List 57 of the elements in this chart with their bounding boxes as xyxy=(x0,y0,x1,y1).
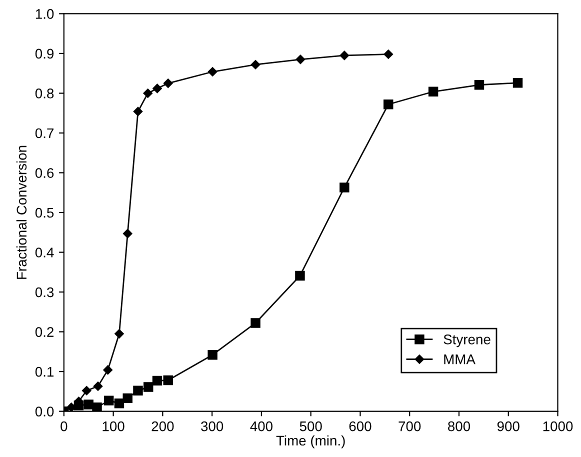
y-tick-label: 0.6 xyxy=(35,168,54,178)
y-tick-label: 1.0 xyxy=(36,9,54,19)
point xyxy=(114,398,124,408)
legend-label: Styrene xyxy=(444,334,490,348)
x-tick-label: 600 xyxy=(349,421,372,432)
x-tick-label: 500 xyxy=(300,421,322,432)
point xyxy=(250,60,260,70)
point xyxy=(103,365,112,375)
point xyxy=(152,84,162,94)
point xyxy=(250,318,260,328)
point xyxy=(114,329,124,338)
point xyxy=(133,106,143,116)
x-axis-title: Time (min.) xyxy=(276,435,345,448)
point xyxy=(82,386,92,396)
point xyxy=(428,86,438,96)
y-tick-label: 0.2 xyxy=(35,327,54,337)
point xyxy=(384,50,393,59)
point xyxy=(340,182,350,192)
x-tick-label: 200 xyxy=(152,421,174,432)
point xyxy=(92,402,102,412)
y-tick-label: 0.3 xyxy=(35,287,54,298)
point xyxy=(208,350,218,360)
point xyxy=(122,228,132,238)
point xyxy=(84,400,94,410)
point xyxy=(474,80,484,90)
point xyxy=(384,100,394,110)
x-tick-label: 400 xyxy=(250,421,272,432)
point xyxy=(133,386,143,396)
y-tick-label: 0.1 xyxy=(35,366,54,377)
x-tick-label: 800 xyxy=(448,421,470,432)
x-tick-label: 0 xyxy=(60,421,68,432)
y-tick-label: 0.0 xyxy=(35,406,54,416)
y-tick-label: 0.4 xyxy=(35,248,54,258)
point xyxy=(163,375,173,386)
x-tick-label: 900 xyxy=(497,421,520,432)
y-tick-label: 0.8 xyxy=(35,88,54,98)
point xyxy=(104,396,114,406)
y-axis-title: Fractional Conversion xyxy=(16,146,27,279)
y-tick-label: 0.5 xyxy=(35,208,54,218)
point xyxy=(122,393,132,404)
x-tick-label: 300 xyxy=(201,421,224,432)
point xyxy=(296,54,306,64)
point xyxy=(93,382,103,391)
point xyxy=(512,78,523,88)
point xyxy=(143,382,154,392)
x-tick-label: 1000 xyxy=(543,421,573,432)
legend-label: MMA xyxy=(444,354,476,364)
x-tick-label: 100 xyxy=(102,421,124,432)
y-tick-label: 0.7 xyxy=(35,128,54,138)
y-tick-label: 0.9 xyxy=(35,48,54,59)
point xyxy=(152,376,162,386)
point xyxy=(340,50,350,60)
point xyxy=(295,270,305,281)
point xyxy=(208,67,218,76)
x-tick-label: 700 xyxy=(398,421,421,432)
point xyxy=(163,78,173,88)
point xyxy=(143,88,152,98)
